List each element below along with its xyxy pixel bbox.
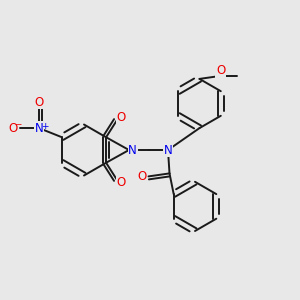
Text: −: − (14, 119, 22, 128)
Text: N: N (35, 122, 44, 135)
Text: O: O (116, 176, 126, 189)
Text: O: O (9, 122, 18, 135)
Text: O: O (137, 170, 146, 183)
Text: N: N (164, 143, 172, 157)
Text: +: + (41, 122, 48, 131)
Text: O: O (216, 64, 225, 77)
Text: O: O (35, 96, 44, 109)
Text: O: O (116, 111, 126, 124)
Text: N: N (128, 143, 137, 157)
